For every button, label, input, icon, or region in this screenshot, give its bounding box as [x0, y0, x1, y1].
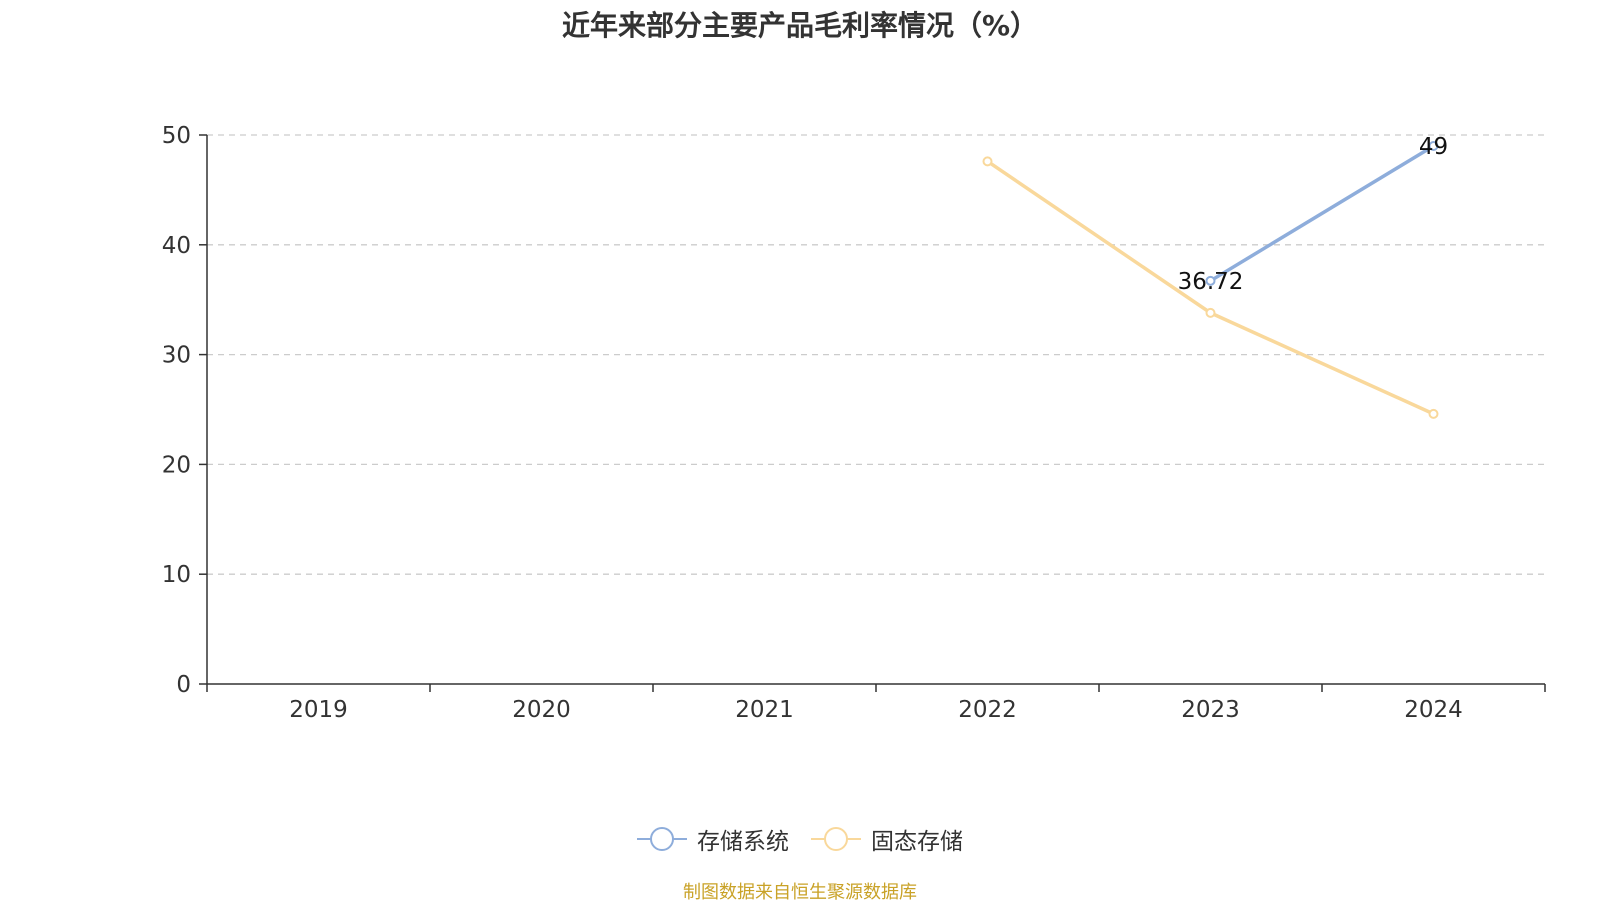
x-tick-label: 2024 — [1404, 697, 1463, 723]
legend-item[interactable]: 存储系统 — [637, 822, 789, 856]
series-line — [1209, 144, 1435, 283]
data-point — [1428, 140, 1439, 151]
chart-title: 近年来部分主要产品毛利率情况（%） — [561, 9, 1039, 42]
axes: 0 10 20 30 40 50 2019 2020 2021 2022 2023 2024 — [162, 123, 1546, 723]
y-tick-label: 50 — [162, 123, 191, 149]
x-tick-label: 2022 — [958, 697, 1017, 723]
legend-label: 固态存储 — [871, 829, 963, 855]
legend-line-circle-icon — [637, 827, 687, 851]
series — [982, 140, 1439, 419]
data-point — [982, 156, 993, 167]
data-label: 36.72 — [1178, 269, 1244, 295]
legend: 存储系统 固态存储 — [0, 822, 1600, 856]
legend-item[interactable]: 固态存储 — [811, 822, 963, 856]
source-note: 制图数据来自恒生聚源数据库 — [683, 882, 917, 903]
data-point — [1205, 307, 1216, 318]
x-tick-label: 2023 — [1181, 697, 1240, 723]
data-point — [1428, 408, 1439, 419]
x-tick-label: 2021 — [735, 697, 794, 723]
data-label: 49 — [1419, 134, 1448, 160]
y-tick-label: 30 — [162, 343, 191, 369]
legend-line-circle-icon — [811, 827, 861, 851]
x-tick-label: 2019 — [289, 697, 348, 723]
grid-lines — [207, 134, 1545, 575]
y-tick-label: 20 — [162, 452, 191, 478]
x-tick-label: 2020 — [512, 697, 571, 723]
data-labels: 36.72 49 — [1178, 134, 1449, 295]
y-tick-label: 0 — [176, 672, 191, 698]
y-tick-label: 40 — [162, 233, 191, 259]
data-point — [1205, 275, 1216, 286]
legend-label: 存储系统 — [697, 829, 789, 855]
y-tick-label: 10 — [162, 562, 191, 588]
